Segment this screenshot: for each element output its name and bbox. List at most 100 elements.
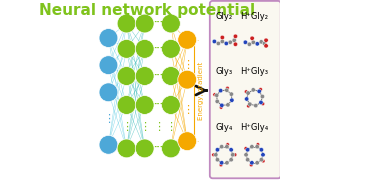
Text: H⁺Gly₃: H⁺Gly₃: [240, 67, 268, 76]
Circle shape: [261, 153, 265, 157]
Circle shape: [244, 90, 248, 93]
Circle shape: [135, 67, 154, 85]
Circle shape: [254, 103, 258, 108]
Circle shape: [260, 94, 265, 99]
Circle shape: [246, 91, 250, 95]
Circle shape: [231, 153, 235, 157]
Text: ···: ···: [153, 71, 163, 81]
Circle shape: [135, 96, 154, 114]
Circle shape: [244, 147, 248, 150]
Circle shape: [219, 163, 223, 167]
Circle shape: [117, 96, 136, 114]
Circle shape: [256, 143, 260, 146]
Circle shape: [229, 148, 233, 152]
Circle shape: [264, 38, 268, 42]
Circle shape: [215, 99, 219, 104]
Text: ⋮: ⋮: [103, 113, 114, 124]
Circle shape: [255, 161, 259, 165]
Circle shape: [250, 161, 254, 165]
Circle shape: [257, 89, 261, 93]
Text: ···: ···: [153, 100, 163, 110]
Text: ⋮: ⋮: [153, 122, 164, 132]
Circle shape: [220, 35, 225, 40]
Circle shape: [230, 98, 234, 102]
Circle shape: [233, 153, 237, 157]
Circle shape: [212, 39, 217, 44]
Circle shape: [249, 163, 253, 167]
Circle shape: [247, 42, 251, 46]
Circle shape: [259, 88, 262, 91]
FancyBboxPatch shape: [210, 1, 281, 178]
Text: H⁺Gly₄: H⁺Gly₄: [240, 123, 269, 132]
Circle shape: [250, 36, 254, 40]
Circle shape: [117, 139, 136, 158]
Circle shape: [228, 40, 232, 44]
Text: H⁺Gly₂: H⁺Gly₂: [240, 12, 268, 21]
Circle shape: [161, 14, 180, 33]
Text: Gly₃: Gly₃: [216, 67, 233, 76]
Circle shape: [99, 83, 118, 102]
Circle shape: [250, 144, 254, 149]
Circle shape: [229, 92, 234, 96]
Circle shape: [226, 143, 229, 146]
Circle shape: [161, 139, 180, 158]
Circle shape: [262, 41, 266, 46]
Text: Gly₂: Gly₂: [216, 12, 233, 21]
Circle shape: [245, 97, 249, 101]
Circle shape: [99, 135, 118, 154]
Circle shape: [261, 102, 265, 106]
Circle shape: [233, 42, 238, 46]
Circle shape: [251, 40, 256, 44]
Circle shape: [255, 42, 259, 46]
Circle shape: [117, 39, 136, 58]
Circle shape: [117, 14, 136, 33]
Text: Energy, gradient: Energy, gradient: [198, 61, 204, 120]
Circle shape: [214, 153, 218, 157]
Circle shape: [259, 148, 263, 152]
Circle shape: [259, 100, 263, 105]
Circle shape: [233, 34, 238, 38]
Circle shape: [218, 89, 223, 93]
Circle shape: [220, 39, 225, 44]
Circle shape: [255, 144, 259, 149]
Circle shape: [135, 14, 154, 33]
Circle shape: [213, 93, 217, 96]
Circle shape: [212, 153, 215, 157]
Circle shape: [219, 106, 223, 109]
Circle shape: [225, 161, 229, 165]
Circle shape: [245, 148, 250, 152]
Text: Gly₄: Gly₄: [215, 123, 233, 132]
Circle shape: [259, 158, 263, 162]
Text: ⋮: ⋮: [181, 60, 193, 70]
Circle shape: [220, 144, 224, 149]
Circle shape: [99, 56, 118, 75]
Circle shape: [232, 38, 236, 42]
Circle shape: [161, 67, 180, 85]
Circle shape: [215, 93, 219, 97]
Text: ⋮: ⋮: [181, 105, 193, 115]
Circle shape: [216, 41, 220, 46]
Circle shape: [161, 96, 180, 114]
Circle shape: [178, 132, 197, 151]
Text: ⋮: ⋮: [139, 122, 150, 132]
Circle shape: [248, 102, 252, 106]
Circle shape: [259, 40, 263, 44]
Text: ⋮: ⋮: [165, 122, 177, 132]
Circle shape: [247, 104, 250, 108]
Circle shape: [264, 44, 268, 48]
Circle shape: [161, 39, 180, 58]
Circle shape: [251, 88, 256, 92]
Circle shape: [225, 88, 229, 92]
Circle shape: [135, 39, 154, 58]
Circle shape: [220, 161, 224, 165]
Circle shape: [224, 41, 228, 46]
Text: ···: ···: [153, 144, 163, 153]
Circle shape: [99, 29, 118, 47]
Circle shape: [243, 40, 248, 44]
Circle shape: [220, 103, 224, 108]
Circle shape: [117, 67, 136, 85]
Circle shape: [215, 158, 220, 162]
Circle shape: [226, 86, 229, 90]
Circle shape: [226, 103, 230, 107]
Text: ···: ···: [153, 44, 163, 53]
